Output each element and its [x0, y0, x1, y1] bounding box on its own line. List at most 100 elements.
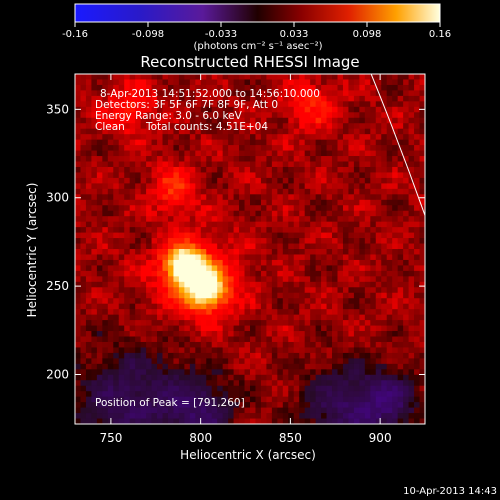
- heatmap-cell: [75, 259, 81, 266]
- heatmap-cell: [173, 166, 180, 173]
- heatmap-cell: [217, 177, 224, 184]
- heatmap-cell: [293, 292, 300, 299]
- heatmap-cell: [206, 84, 213, 91]
- heatmap-cell: [381, 292, 388, 299]
- heatmap-cell: [80, 320, 87, 326]
- heatmap-cell: [370, 139, 377, 146]
- heatmap-cell: [222, 270, 229, 277]
- heatmap-cell: [271, 177, 278, 184]
- heatmap-cell: [96, 358, 103, 365]
- heatmap-cell: [293, 352, 300, 359]
- heatmap-cell: [85, 243, 92, 250]
- heatmap-cell: [337, 254, 344, 261]
- heatmap-cell: [348, 336, 355, 343]
- heatmap-cell: [173, 238, 180, 244]
- heatmap-cell: [239, 418, 245, 424]
- heatmap-cell: [255, 205, 262, 212]
- heatmap-cell: [326, 418, 333, 424]
- heatmap-cell: [375, 249, 382, 255]
- heatmap-cell: [157, 363, 163, 370]
- heatmap-cell: [195, 287, 202, 294]
- heatmap-cell: [419, 161, 425, 168]
- heatmap-cell: [326, 298, 333, 305]
- heatmap-cell: [250, 95, 256, 102]
- heatmap-cell: [353, 391, 360, 398]
- heatmap-cell: [364, 347, 371, 354]
- heatmap-cell: [386, 347, 393, 354]
- heatmap-cell: [222, 249, 229, 255]
- heatmap-cell: [282, 254, 289, 261]
- heatmap-cell: [200, 117, 207, 124]
- heatmap-cell: [293, 216, 300, 223]
- heatmap-cell: [206, 232, 213, 239]
- heatmap-cell: [140, 205, 147, 212]
- heatmap-cell: [217, 413, 224, 419]
- heatmap-cell: [353, 369, 360, 376]
- heatmap-cell: [178, 112, 185, 119]
- heatmap-cell: [310, 254, 317, 261]
- heatmap-cell: [206, 101, 213, 108]
- heatmap-cell: [151, 281, 158, 288]
- heatmap-cell: [189, 210, 196, 217]
- heatmap-cell: [359, 418, 366, 424]
- heatmap-cell: [260, 216, 267, 223]
- heatmap-cell: [288, 199, 295, 206]
- heatmap-cell: [326, 347, 333, 354]
- heatmap-cell: [75, 139, 81, 146]
- heatmap-cell: [96, 194, 103, 201]
- heatmap-cell: [419, 101, 425, 108]
- heatmap-cell: [260, 156, 267, 162]
- heatmap-cell: [162, 156, 169, 162]
- heatmap-cell: [135, 309, 142, 316]
- heatmap-cell: [157, 402, 163, 408]
- heatmap-cell: [381, 281, 388, 288]
- detectors-text: Detectors: 3F 5F 6F 7F 8F 9F, Att 0: [95, 99, 278, 111]
- heatmap-cell: [157, 325, 163, 332]
- heatmap-cell: [304, 391, 311, 398]
- heatmap-cell: [211, 380, 218, 387]
- heatmap-cell: [353, 265, 360, 272]
- heatmap-cell: [102, 358, 109, 365]
- heatmap-cell: [96, 112, 103, 119]
- heatmap-cell: [403, 281, 409, 288]
- x-tick-label: 750: [99, 431, 122, 445]
- heatmap-cell: [299, 254, 306, 261]
- heatmap-cell: [206, 238, 213, 244]
- heatmap-cell: [189, 134, 196, 141]
- heatmap-cell: [321, 270, 327, 277]
- heatmap-cell: [299, 418, 306, 424]
- heatmap-cell: [260, 150, 267, 157]
- heatmap-cell: [282, 177, 289, 184]
- heatmap-cell: [146, 156, 152, 162]
- heatmap-cell: [250, 106, 256, 113]
- heatmap-cell: [228, 369, 234, 376]
- heatmap-cell: [85, 199, 92, 206]
- heatmap-cell: [140, 369, 147, 376]
- heatmap-cell: [408, 112, 415, 119]
- heatmap-cell: [140, 287, 147, 294]
- heatmap-cell: [146, 320, 152, 326]
- heatmap-cell: [102, 259, 109, 266]
- heatmap-cell: [140, 90, 147, 97]
- heatmap-cell: [146, 177, 152, 184]
- heatmap-cell: [386, 270, 393, 277]
- heatmap-cell: [386, 134, 393, 141]
- heatmap-cell: [353, 227, 360, 233]
- heatmap-cell: [403, 95, 409, 102]
- heatmap-cell: [293, 156, 300, 162]
- heatmap-cell: [353, 150, 360, 157]
- heatmap-cell: [189, 128, 196, 135]
- heatmap-cell: [140, 106, 147, 113]
- heatmap-cell: [129, 101, 136, 108]
- heatmap-cell: [135, 402, 142, 408]
- heatmap-cell: [140, 358, 147, 365]
- heatmap-cell: [157, 391, 163, 398]
- heatmap-cell: [337, 84, 344, 91]
- heatmap-cell: [239, 128, 245, 135]
- heatmap-cell: [195, 101, 202, 108]
- heatmap-cell: [392, 172, 399, 179]
- heatmap-cell: [102, 177, 109, 184]
- heatmap-cell: [91, 276, 98, 283]
- heatmap-cell: [370, 341, 377, 348]
- heatmap-cell: [271, 90, 278, 97]
